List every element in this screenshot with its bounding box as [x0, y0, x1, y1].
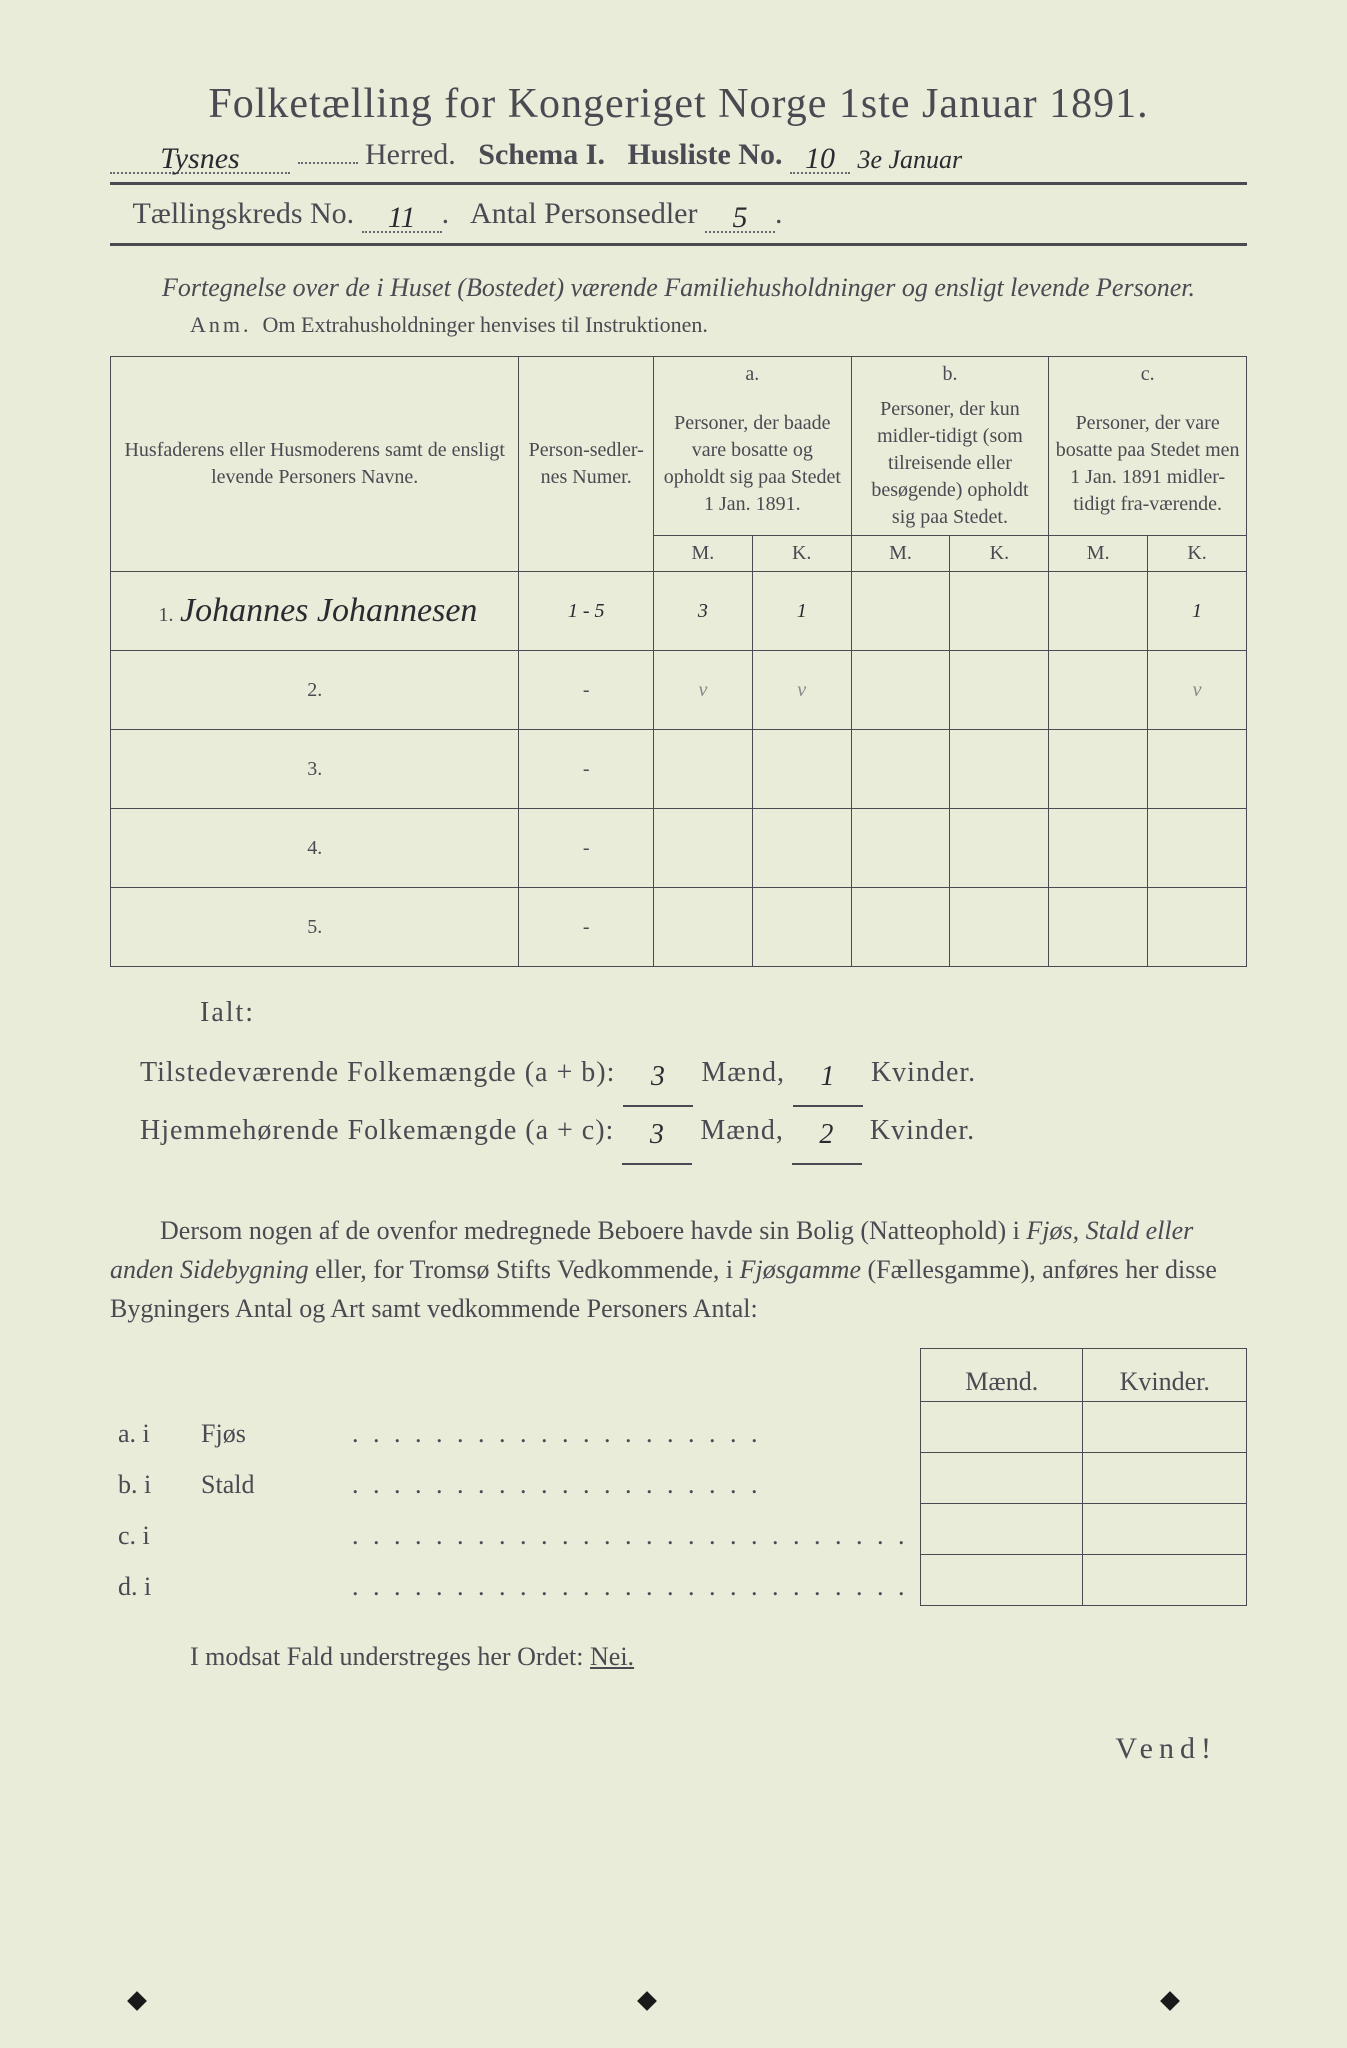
anm-label: Anm.: [190, 312, 252, 337]
table-row: 1.Johannes Johannesen 1 - 5 3 1 1: [111, 572, 1247, 651]
hjemme-m: 3: [622, 1107, 692, 1165]
col-names-header: Husfaderens eller Husmoderens samt de en…: [111, 357, 519, 572]
bygn-head-k: Kvinder.: [1083, 1349, 1247, 1402]
herred-value: Tysnes: [160, 142, 239, 175]
tilstede-label: Tilstedeværende Folkemængde (a + b):: [140, 1057, 615, 1088]
vend-label: Vend!: [110, 1732, 1217, 1766]
table-row: 3. -: [111, 730, 1247, 809]
bygning-paragraph: Dersom nogen af de ovenfor medregnede Be…: [110, 1211, 1247, 1328]
kreds-value: 11: [388, 201, 416, 234]
row1-name: Johannes Johannesen: [180, 592, 477, 629]
antal-value: 5: [732, 201, 747, 234]
col-b-header: Personer, der kun midler-tidigt (som til…: [851, 392, 1049, 536]
husliste-label: Husliste No.: [627, 138, 782, 171]
husliste-date: 3e Januar: [857, 145, 962, 174]
col-am: M.: [653, 536, 752, 572]
col-a-header: Personer, der baade vare bosatte og opho…: [653, 392, 851, 536]
table-row: 5. -: [111, 888, 1247, 967]
col-b-top: b.: [851, 357, 1049, 393]
col-cm: M.: [1049, 536, 1148, 572]
bygn-head-m: Mænd.: [920, 1349, 1082, 1402]
anm-line: Anm. Om Extrahusholdninger henvises til …: [190, 312, 1247, 338]
bygning-table: Mænd. Kvinder. a. i Fjøs . . . . . . . .…: [110, 1348, 1247, 1606]
pin-icon: [1160, 1991, 1180, 2011]
col-a-top: a.: [653, 357, 851, 393]
main-table: Husfaderens eller Husmoderens samt de en…: [110, 356, 1247, 967]
col-c-header: Personer, der vare bosatte paa Stedet me…: [1049, 392, 1247, 536]
anm-text: Om Extrahusholdninger henvises til Instr…: [263, 312, 708, 337]
col-bm: M.: [851, 536, 950, 572]
kreds-label: Tællingskreds No.: [133, 197, 355, 230]
hjemme-k: 2: [792, 1107, 862, 1165]
bygn-row: c. i . . . . . . . . . . . . . . . . . .…: [110, 1504, 1247, 1555]
bygn-row: b. i Stald . . . . . . . . . . . . . . .…: [110, 1453, 1247, 1504]
col-bk: K.: [950, 536, 1049, 572]
nei-word: Nei.: [590, 1642, 634, 1671]
bygn-row: a. i Fjøs . . . . . . . . . . . . . . . …: [110, 1402, 1247, 1453]
tilstede-k: 1: [793, 1049, 863, 1107]
page-title: Folketælling for Kongeriget Norge 1ste J…: [110, 80, 1247, 128]
antal-label: Antal Personsedler: [470, 197, 697, 230]
herred-label: Herred.: [365, 138, 456, 171]
bygn-row: d. i . . . . . . . . . . . . . . . . . .…: [110, 1555, 1247, 1606]
header-line-2: Tællingskreds No. 11 . Antal Personsedle…: [110, 191, 1247, 246]
ialt-label: Ialt:: [200, 997, 1247, 1029]
schema-label: Schema I.: [478, 138, 605, 171]
pin-icon: [127, 1991, 147, 2011]
col-ak: K.: [752, 536, 851, 572]
table-row: 2. - v v v: [111, 651, 1247, 730]
totals-block: Tilstedeværende Folkemængde (a + b): 3 M…: [140, 1045, 1247, 1161]
nei-line: I modsat Fald understreges her Ordet: Ne…: [110, 1642, 1247, 1672]
hjemme-label: Hjemmehørende Folkemængde (a + c):: [140, 1115, 614, 1146]
fortegnelse-text: Fortegnelse over de i Huset (Bostedet) v…: [110, 270, 1247, 306]
col-c-top: c.: [1049, 357, 1247, 393]
col-numer-header: Person-sedler-nes Numer.: [519, 357, 654, 572]
row1-numer: 1 - 5: [519, 572, 654, 651]
header-line-1: Tysnes Herred. Schema I. Husliste No. 10…: [110, 138, 1247, 185]
husliste-value: 10: [805, 142, 835, 175]
table-row: 4. -: [111, 809, 1247, 888]
census-form-page: Folketælling for Kongeriget Norge 1ste J…: [0, 0, 1347, 2048]
tilstede-m: 3: [623, 1049, 693, 1107]
pin-icon: [637, 1991, 657, 2011]
col-ck: K.: [1148, 536, 1247, 572]
